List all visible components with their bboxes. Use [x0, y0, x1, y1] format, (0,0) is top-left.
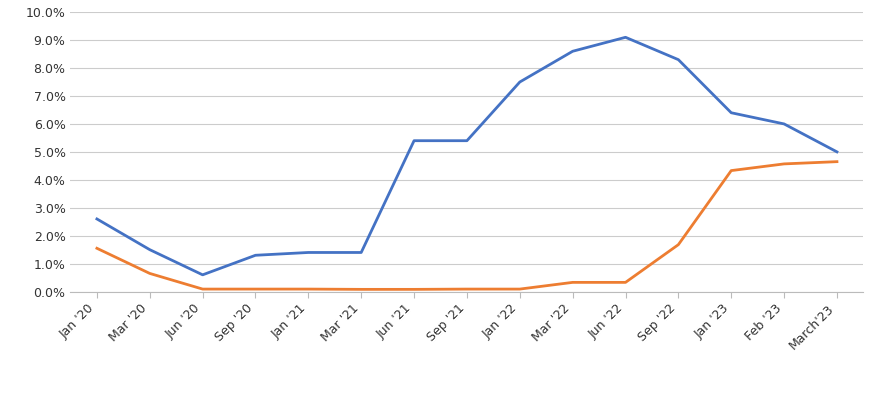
Fed Interest Rate — [356, 287, 366, 292]
Fed Interest Rate — [409, 287, 419, 292]
Inflation Rate — [515, 80, 525, 85]
Fed Interest Rate — [92, 246, 102, 251]
Inflation Rate — [92, 217, 102, 222]
Fed Interest Rate — [567, 280, 578, 285]
Fed Interest Rate — [515, 287, 525, 292]
Inflation Rate — [567, 49, 578, 54]
Inflation Rate — [250, 253, 261, 258]
Fed Interest Rate — [197, 287, 208, 292]
Inflation Rate — [779, 122, 789, 126]
Inflation Rate — [462, 138, 472, 143]
Fed Interest Rate — [673, 242, 684, 247]
Inflation Rate — [303, 250, 314, 255]
Inflation Rate — [356, 250, 366, 255]
Inflation Rate — [832, 149, 842, 154]
Inflation Rate — [197, 273, 208, 277]
Fed Interest Rate — [832, 159, 842, 164]
Fed Interest Rate — [726, 168, 737, 173]
Fed Interest Rate — [779, 162, 789, 166]
Inflation Rate — [144, 247, 155, 252]
Inflation Rate — [726, 110, 737, 115]
Inflation Rate — [620, 35, 631, 40]
Fed Interest Rate — [303, 287, 314, 292]
Inflation Rate — [409, 138, 419, 143]
Line: Fed Interest Rate: Fed Interest Rate — [97, 162, 837, 289]
Line: Inflation Rate: Inflation Rate — [97, 37, 837, 275]
Fed Interest Rate — [462, 287, 472, 292]
Fed Interest Rate — [144, 271, 155, 276]
Fed Interest Rate — [250, 287, 261, 292]
Inflation Rate — [673, 57, 684, 62]
Fed Interest Rate — [620, 280, 631, 285]
